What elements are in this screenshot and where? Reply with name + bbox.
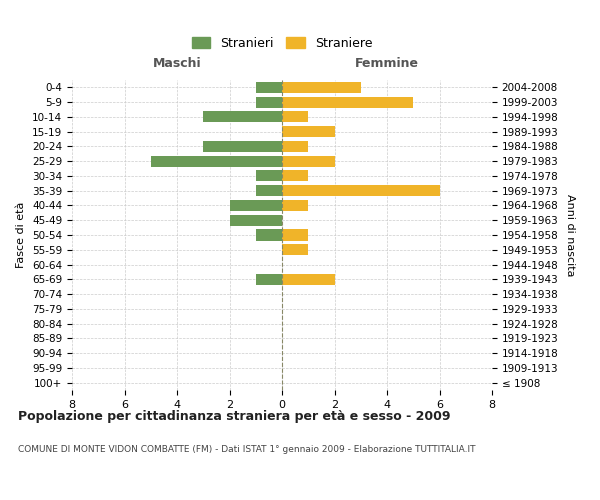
- Bar: [203, 141, 282, 152]
- Bar: [229, 200, 282, 211]
- Bar: [203, 112, 282, 122]
- Bar: [282, 200, 308, 211]
- Bar: [282, 141, 308, 152]
- Text: COMUNE DI MONTE VIDON COMBATTE (FM) - Dati ISTAT 1° gennaio 2009 - Elaborazione : COMUNE DI MONTE VIDON COMBATTE (FM) - Da…: [18, 445, 476, 454]
- Bar: [256, 230, 282, 240]
- Bar: [151, 156, 282, 166]
- Bar: [282, 244, 308, 256]
- Bar: [282, 112, 308, 122]
- Text: Femmine: Femmine: [355, 56, 419, 70]
- Bar: [256, 82, 282, 93]
- Text: Maschi: Maschi: [152, 56, 202, 70]
- Bar: [282, 170, 308, 181]
- Bar: [282, 82, 361, 93]
- Bar: [282, 274, 335, 285]
- Bar: [282, 230, 308, 240]
- Y-axis label: Anni di nascita: Anni di nascita: [565, 194, 575, 276]
- Bar: [282, 126, 335, 137]
- Bar: [282, 96, 413, 108]
- Text: Popolazione per cittadinanza straniera per età e sesso - 2009: Popolazione per cittadinanza straniera p…: [18, 410, 451, 423]
- Bar: [256, 96, 282, 108]
- Bar: [256, 170, 282, 181]
- Bar: [282, 185, 439, 196]
- Bar: [282, 156, 335, 166]
- Bar: [256, 185, 282, 196]
- Bar: [256, 274, 282, 285]
- Legend: Stranieri, Straniere: Stranieri, Straniere: [191, 36, 373, 50]
- Y-axis label: Fasce di età: Fasce di età: [16, 202, 26, 268]
- Bar: [229, 214, 282, 226]
